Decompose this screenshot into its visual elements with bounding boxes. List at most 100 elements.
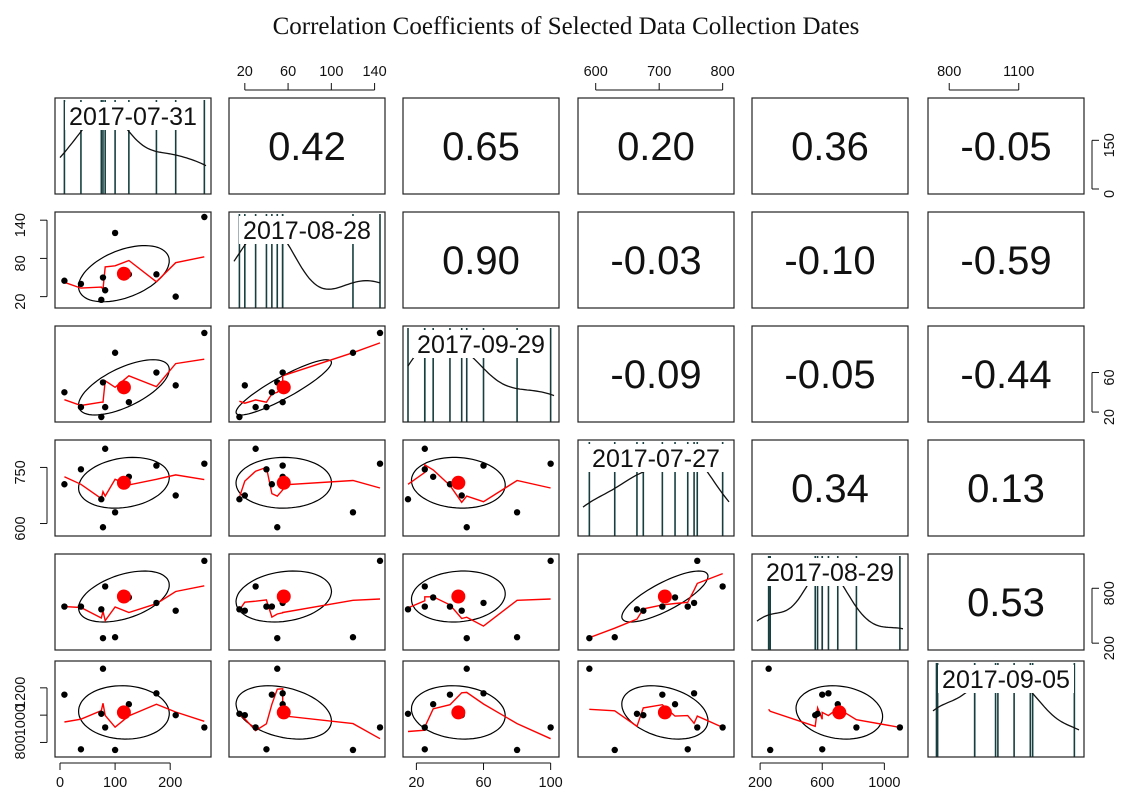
panel-border (927, 439, 1085, 537)
correlation-value: 0.20 (617, 125, 695, 169)
panel-border (751, 97, 909, 195)
data-point (236, 606, 243, 613)
panel-border (228, 553, 386, 651)
data-point (268, 691, 276, 698)
panel-border (228, 439, 386, 537)
data-point (611, 634, 618, 641)
panel-border (402, 553, 560, 651)
axis-tick-label: 60 (475, 775, 491, 791)
panel-border (751, 325, 909, 423)
axis-tick-label: 600 (810, 775, 834, 791)
data-point (825, 690, 832, 697)
data-point (98, 296, 105, 304)
data-point (61, 389, 68, 396)
data-point (111, 509, 119, 516)
data-point (633, 710, 641, 717)
mean-point (276, 380, 291, 395)
panel-content (61, 557, 208, 642)
data-point (99, 524, 107, 531)
data-point (671, 594, 679, 601)
panel-border (402, 325, 560, 423)
data-point (236, 496, 243, 503)
data-point (101, 583, 109, 590)
smoother-line (239, 342, 381, 404)
panel-4-1 (228, 553, 386, 651)
correlation-value: 0.36 (791, 125, 869, 169)
data-point (279, 462, 286, 469)
correlation-value: -0.05 (784, 353, 875, 397)
diagonal-label: 2017-07-27 (592, 445, 720, 473)
data-point (480, 462, 487, 469)
correlation-value: -0.09 (610, 353, 701, 397)
data-point (896, 724, 904, 731)
data-point (586, 634, 593, 642)
panel-1-3: -0.03 (577, 211, 735, 309)
smoother-line (589, 572, 723, 639)
axis-tick-label: 80 (13, 255, 29, 271)
data-point (125, 398, 133, 406)
correlation-ellipse (235, 456, 333, 509)
panel-border (927, 553, 1085, 651)
panel-content (61, 665, 208, 754)
axis-tick-label: 1000 (13, 704, 29, 736)
data-point (201, 557, 208, 565)
data-point (458, 607, 465, 614)
smoother-line (64, 256, 205, 291)
data-point (61, 277, 68, 284)
panel-border (577, 439, 735, 537)
correlation-value: 0.65 (442, 125, 520, 169)
mean-point (116, 589, 131, 604)
data-point (421, 746, 428, 753)
data-point (153, 690, 160, 697)
data-point (376, 724, 384, 731)
data-point (99, 379, 107, 386)
correlation-value: 0.13 (967, 467, 1045, 511)
data-point (263, 746, 270, 753)
correlation-ellipse (77, 685, 170, 740)
panel-border (228, 660, 386, 758)
axis-tick-label: 0 (56, 775, 64, 791)
mean-point (116, 266, 131, 281)
data-point (463, 524, 470, 531)
data-point (279, 398, 286, 406)
panel-content (235, 557, 384, 642)
panel-border (927, 325, 1085, 423)
data-point (547, 460, 554, 467)
panel-1-1: 2017-08-28 (228, 211, 386, 309)
data-point (274, 665, 281, 672)
data-point (819, 691, 826, 698)
axis-tick-label: 1000 (868, 775, 900, 791)
data-point (611, 746, 618, 754)
panel-5-4 (751, 660, 909, 758)
data-point (640, 711, 647, 719)
data-point (376, 329, 384, 337)
panel-2-4: -0.05 (751, 325, 909, 423)
data-point (61, 481, 68, 488)
data-point (268, 603, 276, 610)
data-point (252, 445, 259, 452)
panel-content (404, 665, 554, 754)
panel-border (751, 211, 909, 309)
panel-2-2: 2017-09-29 (402, 325, 560, 423)
panel-0-2: 0.65 (402, 97, 560, 195)
correlation-ellipse (77, 359, 170, 416)
panel-border (577, 325, 735, 423)
data-point (172, 711, 179, 719)
panel-border (577, 211, 735, 309)
data-point (61, 691, 68, 698)
data-point (404, 496, 412, 503)
data-point (111, 634, 119, 641)
smoother-line (64, 703, 205, 729)
data-point (513, 746, 521, 754)
data-point (279, 369, 286, 376)
panel-5-3 (577, 660, 735, 758)
panel-border (927, 211, 1085, 309)
diagonal-label-bg (65, 102, 201, 130)
panel-content (404, 445, 554, 531)
panel-5-0 (54, 660, 212, 758)
panel-content (765, 665, 904, 754)
data-point (812, 711, 819, 719)
data-point (659, 603, 666, 610)
data-point (111, 349, 119, 356)
